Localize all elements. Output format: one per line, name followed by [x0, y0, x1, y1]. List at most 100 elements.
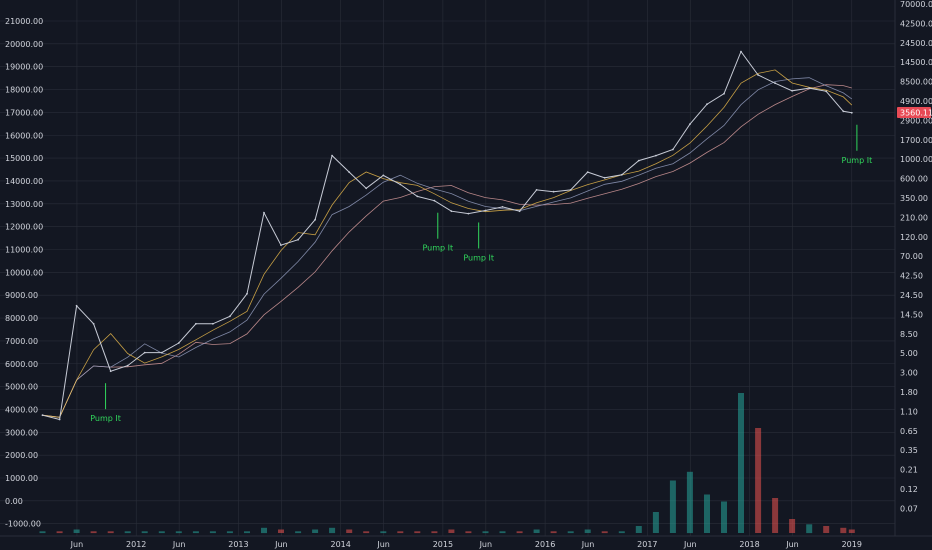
- left-axis-tick: 18000.00: [5, 86, 43, 95]
- volume-bar: [39, 531, 46, 534]
- left-axis-tick: 15000.00: [5, 154, 43, 163]
- left-axis-tick: 9000.00: [5, 291, 38, 300]
- volume-bar: [175, 531, 182, 534]
- price-point: [535, 189, 538, 191]
- price-point: [382, 174, 385, 177]
- left-axis-tick: 5000.00: [5, 383, 38, 392]
- last-price-badge: 3560.11: [897, 107, 932, 118]
- right-axis-tick: 210.00: [900, 213, 928, 222]
- left-axis-tick: 16000.00: [5, 131, 43, 140]
- volume-bar: [721, 501, 727, 533]
- right-axis-tick: 8500.00: [900, 78, 932, 87]
- time-axis-tick: Jun: [581, 540, 595, 549]
- volume-bar: [482, 531, 489, 534]
- right-axis-tick: 3.00: [900, 369, 918, 378]
- volume-bar: [192, 531, 199, 534]
- price-lines: [41, 50, 853, 421]
- right-axis-tick: 14500.00: [900, 58, 932, 67]
- volume-bar: [363, 531, 370, 534]
- grid-lines: [0, 0, 895, 536]
- volume-bar: [448, 529, 455, 533]
- price-point: [280, 244, 282, 247]
- volume-bar: [107, 531, 114, 534]
- left-axis-tick: 2000.00: [5, 451, 38, 460]
- right-axis[interactable]: 70000.00 42500.00 24500.00 14500.00 8500.00 4…: [900, 0, 932, 513]
- annotation-label: Pump It: [90, 414, 121, 423]
- price-point: [740, 50, 742, 53]
- price-point: [365, 187, 368, 190]
- volume-bar: [567, 531, 574, 534]
- left-axis: 21000.00 20000.00 19000.00 18000.00 17000.00…: [5, 17, 43, 529]
- left-axis-tick: 21000.00: [5, 17, 43, 26]
- price-point: [603, 176, 606, 179]
- left-axis-tick: 13000.00: [5, 200, 43, 209]
- right-axis-tick: 1.80: [900, 388, 918, 397]
- volume-bar: [789, 519, 796, 533]
- last-price-text: 3560.11: [900, 109, 932, 118]
- price-point: [672, 148, 674, 151]
- time-axis-tick: Jun: [376, 540, 390, 549]
- volume-bar: [584, 529, 591, 533]
- right-axis-tick: 8.50: [900, 330, 918, 339]
- volume-bar: [772, 498, 779, 533]
- right-axis-tick: 350.00: [900, 194, 928, 203]
- right-axis-tick: 1.10: [900, 407, 918, 416]
- right-axis-tick: 0.07: [900, 504, 918, 513]
- volume-bar: [158, 531, 165, 534]
- volume-bar: [295, 531, 302, 534]
- volume-bar: [669, 480, 676, 533]
- price-point: [637, 159, 640, 162]
- price-point: [620, 173, 623, 176]
- volume-bar: [516, 531, 523, 534]
- price-point: [467, 212, 470, 215]
- last-price-badge-bg: [897, 107, 931, 118]
- price-point: [41, 414, 44, 417]
- volume-bar: [329, 527, 336, 534]
- price-point: [195, 322, 197, 325]
- annotation-label: Pump It: [842, 156, 873, 165]
- time-axis-tick: 2019: [842, 540, 862, 549]
- volume-bar: [431, 531, 438, 534]
- price-point: [433, 199, 436, 202]
- price-point: [348, 171, 351, 174]
- price-point: [791, 89, 793, 92]
- right-axis-tick: 42500.00: [900, 19, 932, 28]
- time-axis-tick: 2013: [228, 540, 248, 549]
- ma-mid-line: [42, 77, 853, 418]
- volume-bar: [244, 531, 250, 534]
- annotation-label: Pump It: [463, 253, 494, 262]
- price-point: [143, 351, 146, 354]
- right-axis-tick: 600.00: [900, 175, 928, 184]
- annotation-label: Pump It: [422, 244, 453, 253]
- price-point: [229, 315, 231, 318]
- volume-bar: [738, 393, 744, 533]
- volume-bar: [312, 529, 319, 533]
- right-axis-tick: 0.65: [900, 427, 918, 436]
- time-axis-tick: Jun: [172, 540, 186, 549]
- volume-bar: [704, 494, 710, 533]
- price-point: [655, 154, 657, 157]
- time-axis-tick: 2014: [330, 540, 350, 549]
- time-axis-tick: Jun: [479, 540, 493, 549]
- volume-bar: [686, 471, 693, 534]
- right-axis-tick: 24500.00: [900, 39, 932, 48]
- volume-bar: [141, 531, 148, 534]
- price-point: [689, 123, 691, 126]
- time-axis[interactable]: Jun 2012 Jun 2013 Jun 2014 Jun 2015 Jun 2016 Jun 20…: [70, 540, 862, 549]
- price-point: [569, 189, 572, 191]
- right-axis-tick: 0.21: [900, 466, 918, 475]
- volume-bar: [533, 529, 540, 533]
- volume-bar: [755, 428, 762, 533]
- price-point: [314, 218, 316, 221]
- left-axis-tick: 7000.00: [5, 337, 38, 346]
- volume-bar: [806, 524, 813, 534]
- price-point: [842, 110, 845, 113]
- volume-bar: [73, 529, 80, 533]
- price-point: [450, 210, 453, 213]
- right-axis-tick: 0.35: [900, 446, 918, 455]
- price-point: [518, 210, 521, 213]
- price-point: [126, 364, 129, 367]
- price-point: [177, 342, 180, 344]
